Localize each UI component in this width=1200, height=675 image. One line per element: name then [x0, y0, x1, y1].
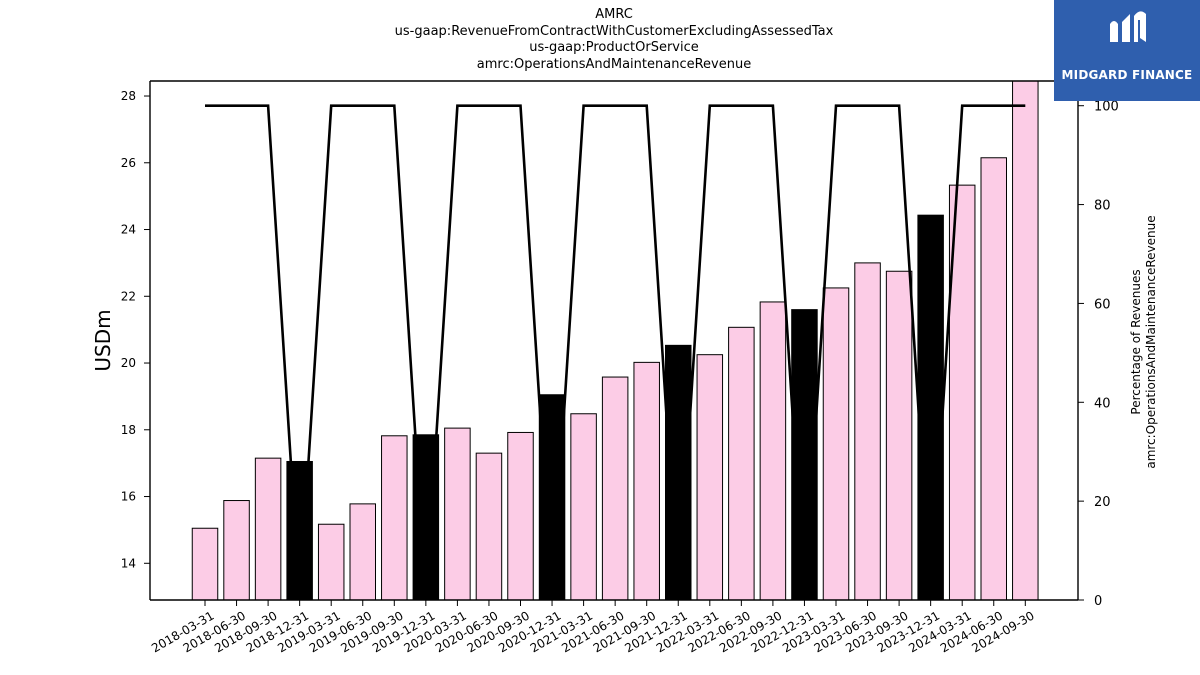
y-right-axis-title-line2: amrc:OperationsAndMaintenanceRevenue [1144, 215, 1158, 468]
bar [538, 394, 566, 601]
midgard-finance-logo: MIDGARD FINANCE [1054, 0, 1200, 101]
y-tick-label: 14 [121, 556, 136, 570]
y-right-tick-label: 40 [1094, 396, 1111, 411]
bars-layer [191, 80, 1039, 601]
bar [191, 527, 219, 601]
chart-title-ticker: AMRC [595, 7, 633, 22]
bar [317, 523, 345, 601]
bar [854, 262, 881, 601]
bar [885, 270, 913, 601]
bar [444, 427, 471, 601]
bar [601, 376, 629, 601]
chart-title-concept: us-gaap:RevenueFromContractWithCustomerE… [394, 24, 834, 39]
bar [822, 287, 850, 601]
y-tick-label: 20 [121, 356, 136, 370]
y-tick-label: 24 [121, 223, 136, 237]
logo-text: MIDGARD FINANCE [1061, 68, 1193, 82]
y-right-tick-label: 80 [1094, 199, 1111, 214]
bar [633, 361, 660, 601]
y-tick-label: 18 [121, 423, 136, 437]
bar [381, 435, 408, 601]
bar [728, 326, 755, 601]
y-right-tick-label: 60 [1094, 297, 1111, 312]
y-right-tick-label: 0 [1094, 594, 1102, 609]
y-tick-label: 16 [121, 490, 136, 504]
y-tick-label: 28 [121, 89, 136, 103]
bar [917, 214, 944, 601]
y-right-tick-label: 100 [1094, 100, 1119, 115]
bar [696, 354, 724, 601]
bar [254, 457, 282, 601]
chart-title-axis: us-gaap:ProductOrService [529, 40, 699, 55]
bar [349, 503, 376, 601]
line-layer [205, 104, 1026, 601]
y-right-tick-label: 20 [1094, 495, 1111, 510]
bar [1012, 80, 1039, 601]
y-right-axis-title-line1: Percentage of Revenues [1129, 269, 1143, 414]
y-tick-label: 26 [121, 156, 136, 170]
logo-mark-icon [1110, 11, 1146, 42]
chart-title-member: amrc:OperationsAndMaintenanceRevenue [476, 57, 752, 72]
bar [475, 452, 503, 601]
bar [570, 413, 597, 601]
bar [286, 460, 313, 601]
bar [759, 301, 787, 601]
bar [223, 500, 250, 601]
bar [507, 431, 534, 601]
y-axis-title: USDm [91, 309, 115, 371]
percentage-line [205, 104, 1026, 601]
y-tick-label: 22 [121, 289, 136, 303]
bar [980, 157, 1007, 601]
